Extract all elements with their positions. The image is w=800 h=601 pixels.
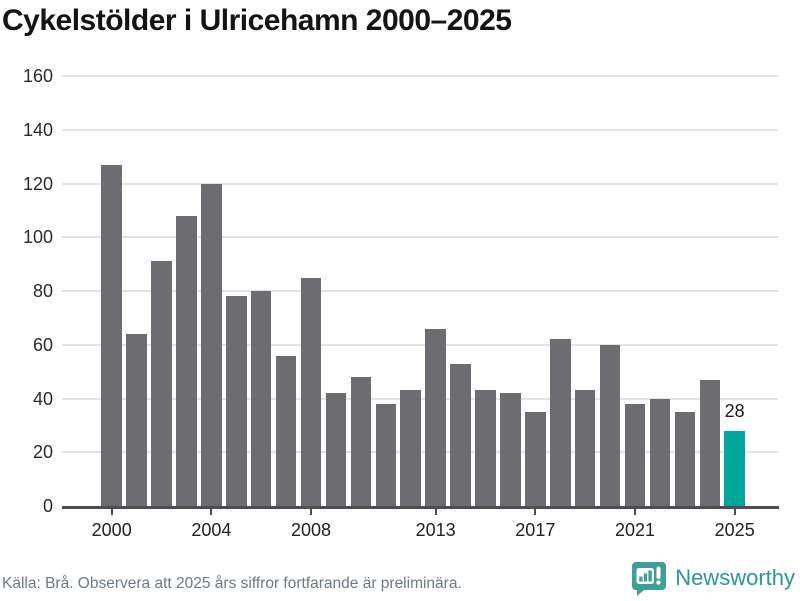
- bar-2017: [525, 411, 546, 506]
- x-tick-2017: [534, 509, 537, 515]
- bar-2018: [550, 339, 571, 506]
- bar-2001: [126, 334, 147, 506]
- gridline-y80: [62, 290, 778, 292]
- x-axis-line: [62, 506, 779, 509]
- bar-2002: [151, 261, 172, 506]
- x-axis-label: 2025: [714, 520, 755, 540]
- x-axis-label: 2000: [91, 520, 132, 540]
- x-tick-2000: [110, 509, 113, 515]
- bar-2025: [724, 430, 745, 506]
- newsworthy-speech-bubble-bar-chart-icon: [631, 560, 667, 596]
- gridline-y60: [62, 343, 778, 346]
- bar-2003: [176, 215, 197, 506]
- x-axis-label: 2013: [415, 520, 456, 540]
- bar-2019: [574, 390, 596, 506]
- x-axis-label: 2008: [291, 520, 332, 540]
- x-tick-2021: [634, 509, 637, 515]
- y-axis-label: 80: [32, 281, 53, 301]
- y-axis-label: 140: [22, 119, 53, 140]
- gridline-y100: [62, 236, 778, 239]
- bar-2016: [500, 393, 521, 506]
- bar-2007: [275, 355, 297, 506]
- bar-2000: [101, 164, 122, 506]
- bar-2008: [300, 277, 322, 506]
- source-text: Källa: Brå. Observera att 2025 års siffr…: [2, 575, 462, 592]
- x-tick-2008: [310, 509, 313, 515]
- gridline-y160: [62, 75, 778, 77]
- y-axis-label: 60: [32, 334, 53, 355]
- y-axis-label: 100: [22, 227, 53, 248]
- bar-2020: [599, 344, 621, 506]
- bar-2010: [350, 377, 372, 506]
- gridline-y120: [62, 182, 778, 185]
- bar-2013: [425, 328, 446, 506]
- x-tick-2013: [434, 509, 437, 515]
- x-tick-2004: [210, 509, 213, 515]
- newsworthy-logo[interactable]: Newsworthy: [631, 560, 795, 596]
- gridline-y140: [62, 128, 778, 131]
- bar-2006: [250, 291, 272, 506]
- bar-2014: [450, 363, 471, 506]
- bar-2005: [226, 296, 247, 506]
- x-axis-label: 2021: [614, 520, 656, 540]
- bar-2009: [325, 393, 347, 506]
- x-axis-label: 2004: [191, 520, 232, 540]
- y-axis-label: 40: [32, 388, 53, 409]
- page-title: Cykelstölder i Ulricehamn 2000–2025: [2, 4, 512, 37]
- bar-2015: [475, 390, 496, 506]
- x-tick-2025: [733, 509, 736, 515]
- x-axis-label: 2017: [515, 520, 556, 540]
- bar-2023: [674, 411, 696, 506]
- newsworthy-logo-text: Newsworthy: [675, 565, 795, 590]
- bar-2011: [375, 403, 397, 506]
- bar-2022: [649, 398, 671, 506]
- y-axis-label: 120: [22, 173, 53, 194]
- bar-2024: [699, 379, 721, 506]
- bar-value-label: 28: [724, 400, 745, 421]
- y-axis-label: 20: [32, 442, 53, 463]
- bar-2021: [624, 403, 646, 506]
- y-axis-label: 0: [42, 496, 53, 516]
- y-axis-label: 160: [22, 66, 53, 86]
- bar-2012: [400, 390, 421, 506]
- bar-2004: [201, 183, 222, 506]
